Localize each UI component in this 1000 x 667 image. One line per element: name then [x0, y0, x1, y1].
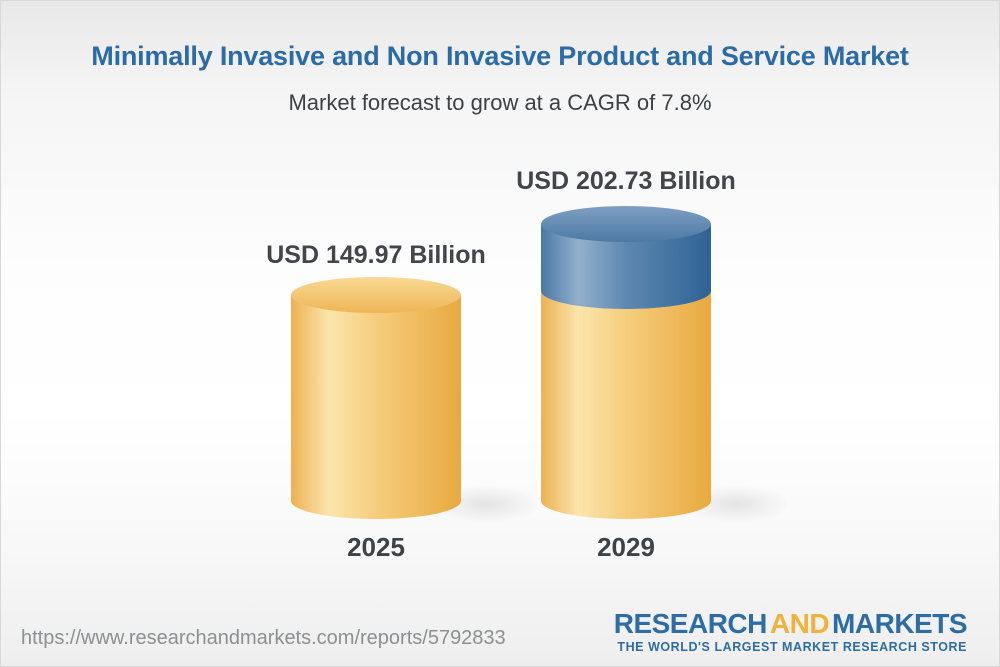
base-segment-2025 [291, 295, 461, 519]
cylinder-bar-2025 [291, 277, 461, 519]
top-cap-2029 [541, 206, 711, 242]
brand-word-research: RESEARCH [613, 607, 768, 639]
cylinder-bar-2029 [541, 206, 711, 519]
top-cap-2025 [291, 277, 461, 313]
base-segment-2029 [541, 291, 711, 519]
brand-word-markets: MARKETS [832, 607, 967, 639]
brand-logo: RESEARCH AND MARKETS THE WORLD'S LARGEST M… [613, 607, 968, 654]
page-subtitle: Market forecast to grow at a CAGR of 7.8… [288, 90, 712, 115]
growth-segment-2029 [541, 224, 711, 309]
brand-word-and: AND [769, 607, 830, 639]
category-label-2025: 2025 [347, 532, 405, 562]
value-label-2025: USD 149.97 Billion [266, 241, 486, 269]
brand-tagline: THE WORLD'S LARGEST MARKET RESEARCH STOR… [617, 640, 967, 654]
value-label-2029: USD 202.73 Billion [516, 167, 736, 195]
page-title: Minimally Invasive and Non Invasive Prod… [91, 41, 909, 71]
brand-wordmark: RESEARCH AND MARKETS [613, 607, 968, 639]
report-url: https://www.researchandmarkets.com/repor… [21, 627, 506, 649]
category-label-2029: 2029 [597, 532, 655, 562]
